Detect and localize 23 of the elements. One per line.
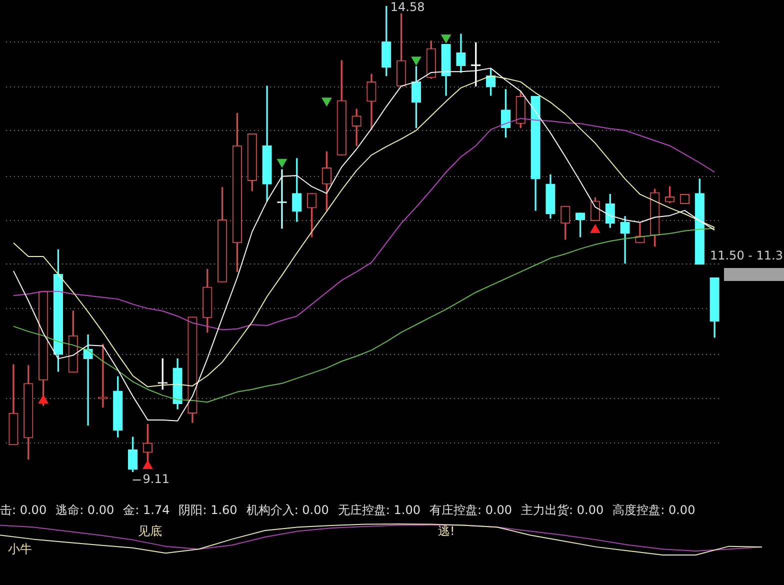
text: 击: 0.00 <box>0 502 47 518</box>
point <box>322 98 332 106</box>
text: 主力出货: 0.00 <box>521 502 604 518</box>
annotation: 9.11 <box>142 472 170 486</box>
annotation: 11.50 - 11.3 <box>710 248 783 262</box>
text: 阴阳: 1.60 <box>178 502 238 518</box>
text: 有庄控盘: 0.00 <box>429 502 512 518</box>
point <box>441 34 451 44</box>
point <box>142 460 153 470</box>
candlestick <box>83 334 93 426</box>
text: 机构介入: 0.00 <box>246 502 329 518</box>
text: 高度控盘: 0.00 <box>612 502 696 518</box>
annotation: 逃! <box>438 524 455 538</box>
annotation: 小牛 <box>8 542 32 556</box>
text: 逃命: 0.00 <box>56 502 114 518</box>
annotation: 见底 <box>138 524 162 538</box>
text: 金: 1.74 <box>123 502 170 518</box>
point <box>277 158 287 168</box>
text: 无庄控盘: 1.00 <box>338 502 420 518</box>
point <box>38 394 48 404</box>
point <box>590 224 600 234</box>
point <box>411 56 422 66</box>
annotation: 14.58 <box>390 0 425 14</box>
